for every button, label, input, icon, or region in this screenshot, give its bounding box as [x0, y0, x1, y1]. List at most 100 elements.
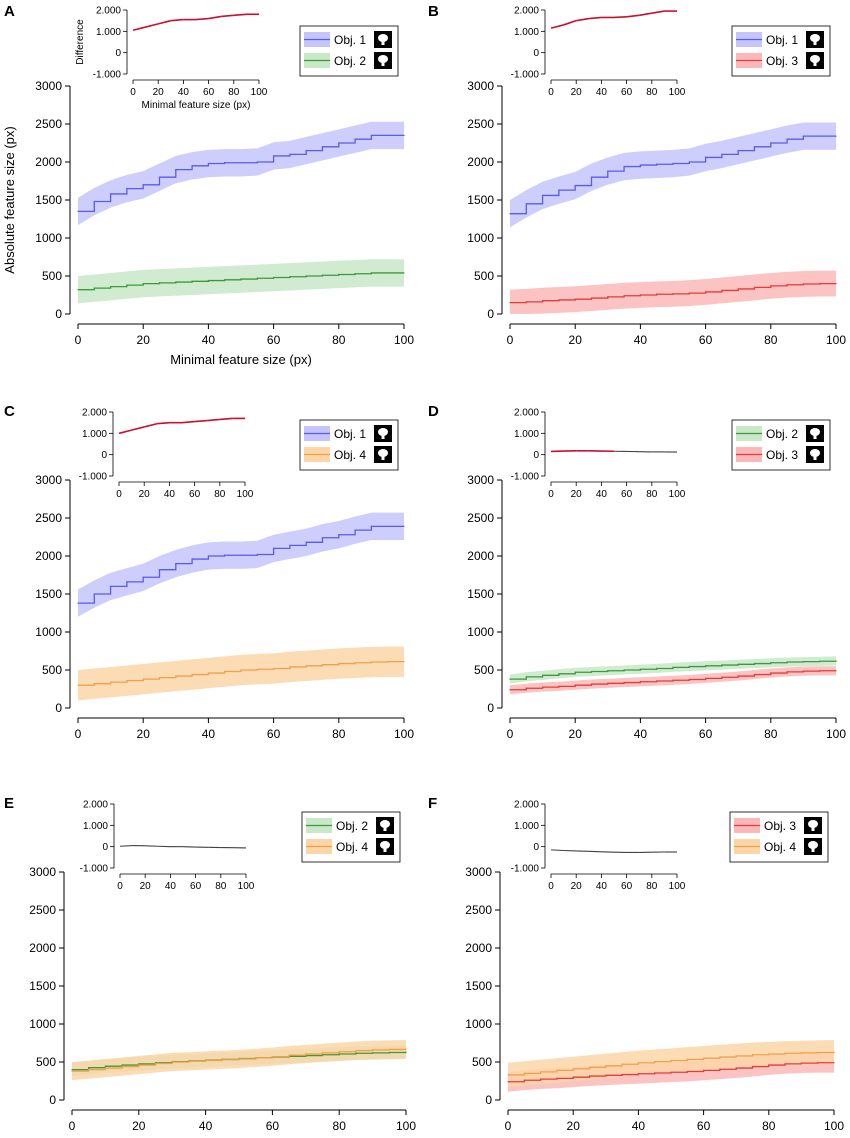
y-tick-label: 1000: [465, 1017, 492, 1031]
inset-difference-segment: [170, 18, 184, 22]
data-point: [142, 184, 144, 186]
inset-x-tick-label: 20: [571, 881, 583, 892]
inset-x-tick-label: 40: [178, 87, 190, 98]
data-point: [175, 169, 177, 171]
data-point: [786, 661, 788, 663]
y-tick-label: 1500: [35, 587, 62, 601]
inset-difference-segment: [207, 418, 220, 422]
y-tick-label: 1000: [29, 1017, 56, 1031]
data-point: [338, 273, 340, 276]
data-point: [338, 662, 340, 665]
inset-difference-segment: [563, 19, 577, 26]
inset-difference-segment: [118, 429, 132, 435]
data-point: [509, 678, 511, 680]
inset-x-tick-label: 0: [548, 489, 554, 500]
data-point: [207, 555, 209, 557]
band-obj-2: [78, 259, 404, 304]
y-tick-label: 2500: [29, 903, 56, 917]
data-point: [819, 283, 821, 285]
inset-x-tick-label: 100: [251, 87, 268, 98]
inset-x-tick-label: 0: [117, 881, 123, 892]
legend-label: Obj. 4: [764, 840, 796, 854]
data-point: [556, 1069, 558, 1071]
inset-x-tick-label: 80: [646, 87, 658, 98]
data-point: [672, 679, 674, 681]
inset-x-tick-label: 80: [215, 881, 227, 892]
data-point: [205, 1059, 207, 1062]
inset-difference-segment: [550, 24, 564, 29]
inset-y-tick-label: -1.000: [511, 864, 540, 875]
data-point: [656, 667, 658, 670]
inset-difference-segment: [158, 19, 171, 25]
data-point: [656, 163, 658, 165]
data-point: [175, 675, 177, 677]
x-tick-label: 20: [569, 333, 583, 347]
data-point: [525, 203, 527, 205]
inset-difference-segment: [132, 26, 146, 32]
data-point: [71, 1070, 73, 1072]
legend-label: Obj. 2: [336, 819, 368, 833]
inset-difference-segment: [144, 422, 157, 428]
data-point: [305, 150, 307, 152]
data-point: [735, 1067, 737, 1069]
data-point: [572, 1076, 574, 1078]
data-point: [523, 1072, 525, 1074]
data-point: [686, 1070, 688, 1073]
y-tick-label: 0: [55, 701, 62, 715]
inset-difference-segment: [651, 10, 665, 14]
data-point: [802, 283, 805, 285]
data-point: [224, 162, 226, 164]
data-point: [93, 683, 95, 685]
data-point: [110, 193, 112, 195]
legend-label: Obj. 1: [766, 33, 798, 47]
inset-y-tick-label: 0: [115, 48, 121, 59]
legend: Obj. 3 Obj. 4: [729, 811, 829, 863]
data-point: [321, 1052, 324, 1054]
inset-difference-segment: [221, 14, 234, 18]
legend-label: Obj. 4: [334, 448, 366, 462]
y-tick-label: 0: [487, 701, 494, 715]
data-point: [590, 176, 593, 178]
data-point: [77, 210, 79, 212]
data-point: [255, 1057, 257, 1059]
inset-x-tick-label: 20: [153, 87, 165, 98]
object-silhouette-shape: [378, 34, 388, 42]
data-point: [588, 1075, 591, 1077]
data-point: [835, 135, 837, 137]
data-point: [93, 593, 95, 595]
data-point: [88, 1067, 90, 1069]
data-point: [574, 684, 576, 686]
inset-difference-plot: 2.000 1.000 0 -1.000 0 20 40 60 80 100: [79, 408, 254, 501]
inset-difference-plot: 2.000 1.000 0 -1.000 0 20 40 60 80 100: [80, 800, 255, 893]
data-point: [305, 1053, 307, 1055]
data-point: [126, 284, 128, 286]
series-line-obj-1: [510, 135, 836, 215]
data-point: [590, 670, 593, 673]
inset-y-tick-label: -1.000: [80, 864, 109, 875]
data-point: [523, 1079, 525, 1081]
data-point: [273, 155, 275, 157]
inset-y-tick-label: 2.000: [96, 6, 121, 17]
object-silhouette-shape: [378, 55, 388, 63]
data-point: [558, 299, 560, 301]
inset-x-tick-label: 100: [238, 881, 255, 892]
data-point: [387, 134, 389, 136]
panel-letter: C: [4, 403, 15, 420]
y-tick-label: 500: [42, 269, 62, 283]
data-point: [305, 665, 307, 667]
data-point: [737, 663, 739, 665]
object-silhouette-shape: [810, 449, 820, 457]
data-point: [191, 558, 193, 560]
data-point: [288, 1054, 290, 1056]
data-point: [802, 135, 805, 137]
y-tick-label: 1500: [29, 979, 56, 993]
x-tick-label: 0: [75, 727, 82, 741]
data-point: [688, 292, 690, 294]
legend-label: Obj. 2: [766, 427, 798, 441]
data-point: [321, 146, 324, 148]
data-point: [158, 176, 161, 178]
data-point: [142, 576, 144, 578]
legend-label: Obj. 2: [334, 54, 366, 68]
